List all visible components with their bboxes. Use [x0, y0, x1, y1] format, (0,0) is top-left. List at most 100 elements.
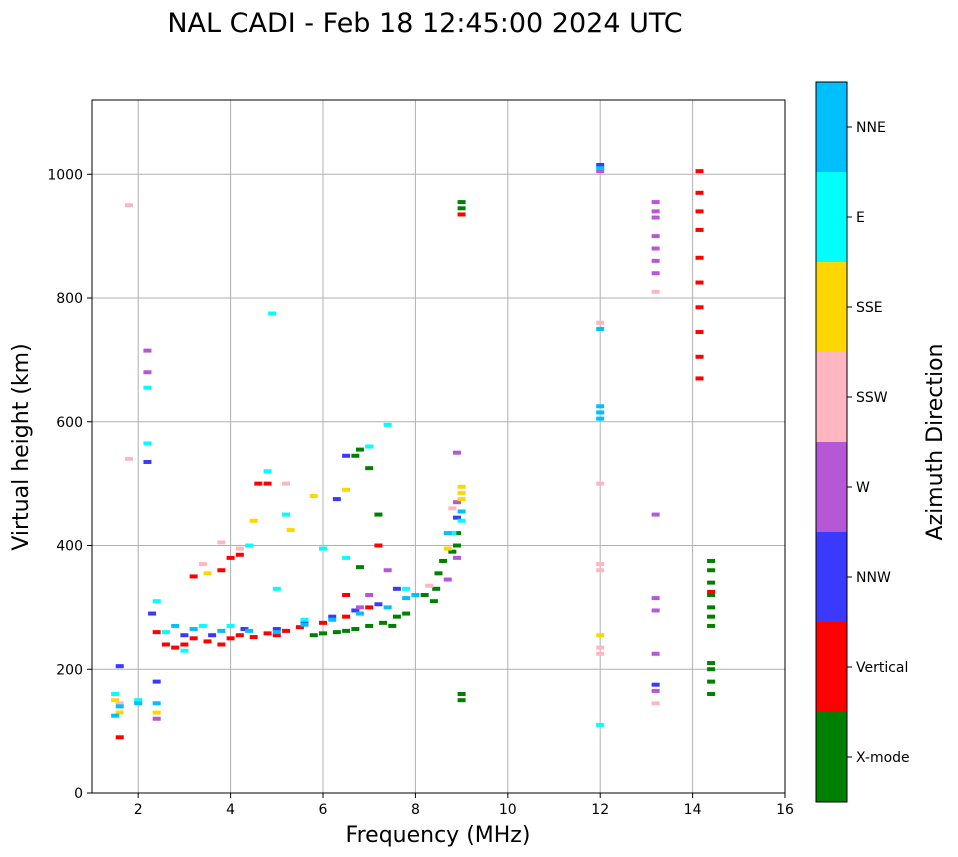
data-point	[365, 605, 374, 610]
series-sse	[111, 484, 605, 715]
data-point	[707, 593, 716, 597]
y-tick-label: 800	[56, 291, 83, 307]
data-point	[286, 528, 295, 533]
data-point	[402, 596, 411, 601]
data-point	[249, 518, 258, 523]
data-point	[695, 354, 704, 359]
data-point	[268, 311, 277, 316]
data-point	[115, 735, 124, 740]
data-point	[124, 203, 133, 208]
data-point	[651, 651, 660, 656]
colorbar-tick-label: E	[856, 210, 865, 226]
data-point	[342, 614, 351, 619]
data-point	[457, 692, 466, 696]
colorbar-tick-label: NNE	[856, 120, 886, 136]
data-point	[695, 169, 704, 174]
data-point	[425, 583, 434, 588]
data-point	[355, 605, 364, 610]
data-point	[282, 512, 291, 517]
data-point	[226, 623, 235, 628]
data-point	[596, 410, 605, 415]
data-point	[651, 200, 660, 205]
data-point	[342, 453, 351, 458]
data-point	[411, 593, 420, 597]
data-point	[651, 209, 660, 214]
x-tick-label: 12	[591, 802, 609, 818]
colorbar-tick-label: SSE	[856, 300, 883, 316]
data-point	[374, 602, 383, 607]
data-point	[457, 206, 466, 211]
data-point	[596, 562, 605, 567]
data-point	[596, 416, 605, 421]
data-point	[240, 627, 249, 632]
data-point	[355, 611, 364, 616]
data-point	[189, 627, 198, 632]
colorbar-segment	[816, 532, 847, 622]
data-point	[355, 565, 364, 570]
data-point	[457, 497, 466, 502]
data-point	[448, 549, 457, 554]
data-point	[392, 586, 401, 591]
data-point	[171, 623, 180, 628]
x-axis-label: Frequency (MHz)	[346, 823, 531, 848]
data-point	[596, 326, 605, 331]
data-point	[143, 348, 152, 353]
data-point	[383, 605, 392, 610]
data-point	[235, 633, 244, 638]
data-point	[152, 630, 161, 635]
y-tick-label: 400	[56, 539, 83, 555]
data-point	[148, 611, 157, 616]
data-point	[596, 633, 605, 638]
data-point	[402, 611, 411, 616]
data-point	[189, 636, 198, 641]
data-point	[342, 628, 351, 633]
data-point	[707, 568, 716, 573]
data-point	[707, 623, 716, 628]
data-point	[365, 466, 374, 471]
data-point	[203, 639, 212, 644]
data-point	[272, 586, 281, 591]
data-point	[226, 555, 235, 560]
data-point	[111, 698, 120, 703]
data-point	[342, 593, 351, 597]
data-point	[596, 166, 605, 171]
data-point	[217, 642, 226, 647]
data-point	[180, 642, 189, 647]
data-point	[355, 447, 364, 452]
plot-area: 2 4 6 8 10 12 14 16 0 200 400 600 800 1000	[47, 99, 794, 818]
data-point	[651, 596, 660, 601]
data-point	[319, 631, 327, 636]
data-point	[189, 574, 198, 579]
data-point	[365, 444, 374, 449]
y-tick-label: 0	[74, 786, 83, 802]
data-point	[707, 605, 716, 610]
data-point	[235, 546, 244, 551]
data-point	[402, 586, 411, 591]
data-point	[596, 645, 605, 650]
data-point	[263, 469, 272, 474]
data-point	[365, 623, 374, 628]
colorbar-tick-label: Vertical	[856, 660, 908, 676]
data-point	[695, 190, 704, 195]
data-point	[309, 494, 318, 498]
data-point	[651, 215, 660, 220]
data-point	[217, 568, 226, 573]
data-point	[452, 500, 461, 505]
colorbar-segment	[816, 712, 847, 802]
data-point	[152, 701, 161, 706]
data-point	[707, 580, 716, 585]
colorbar-segment	[816, 352, 847, 442]
data-point	[596, 320, 605, 325]
data-point	[263, 631, 272, 636]
data-point	[134, 698, 143, 703]
data-point	[328, 614, 337, 619]
colorbar-tick-label: X-mode	[856, 750, 910, 766]
chart-title: NAL CADI - Feb 18 12:45:00 2024 UTC	[167, 8, 682, 39]
data-point	[143, 385, 152, 390]
colorbar-label: Azimuth Direction	[923, 343, 948, 540]
data-point	[134, 701, 143, 706]
data-point	[198, 562, 207, 567]
data-point	[365, 593, 374, 597]
data-point	[161, 642, 170, 647]
data-point	[457, 200, 466, 205]
